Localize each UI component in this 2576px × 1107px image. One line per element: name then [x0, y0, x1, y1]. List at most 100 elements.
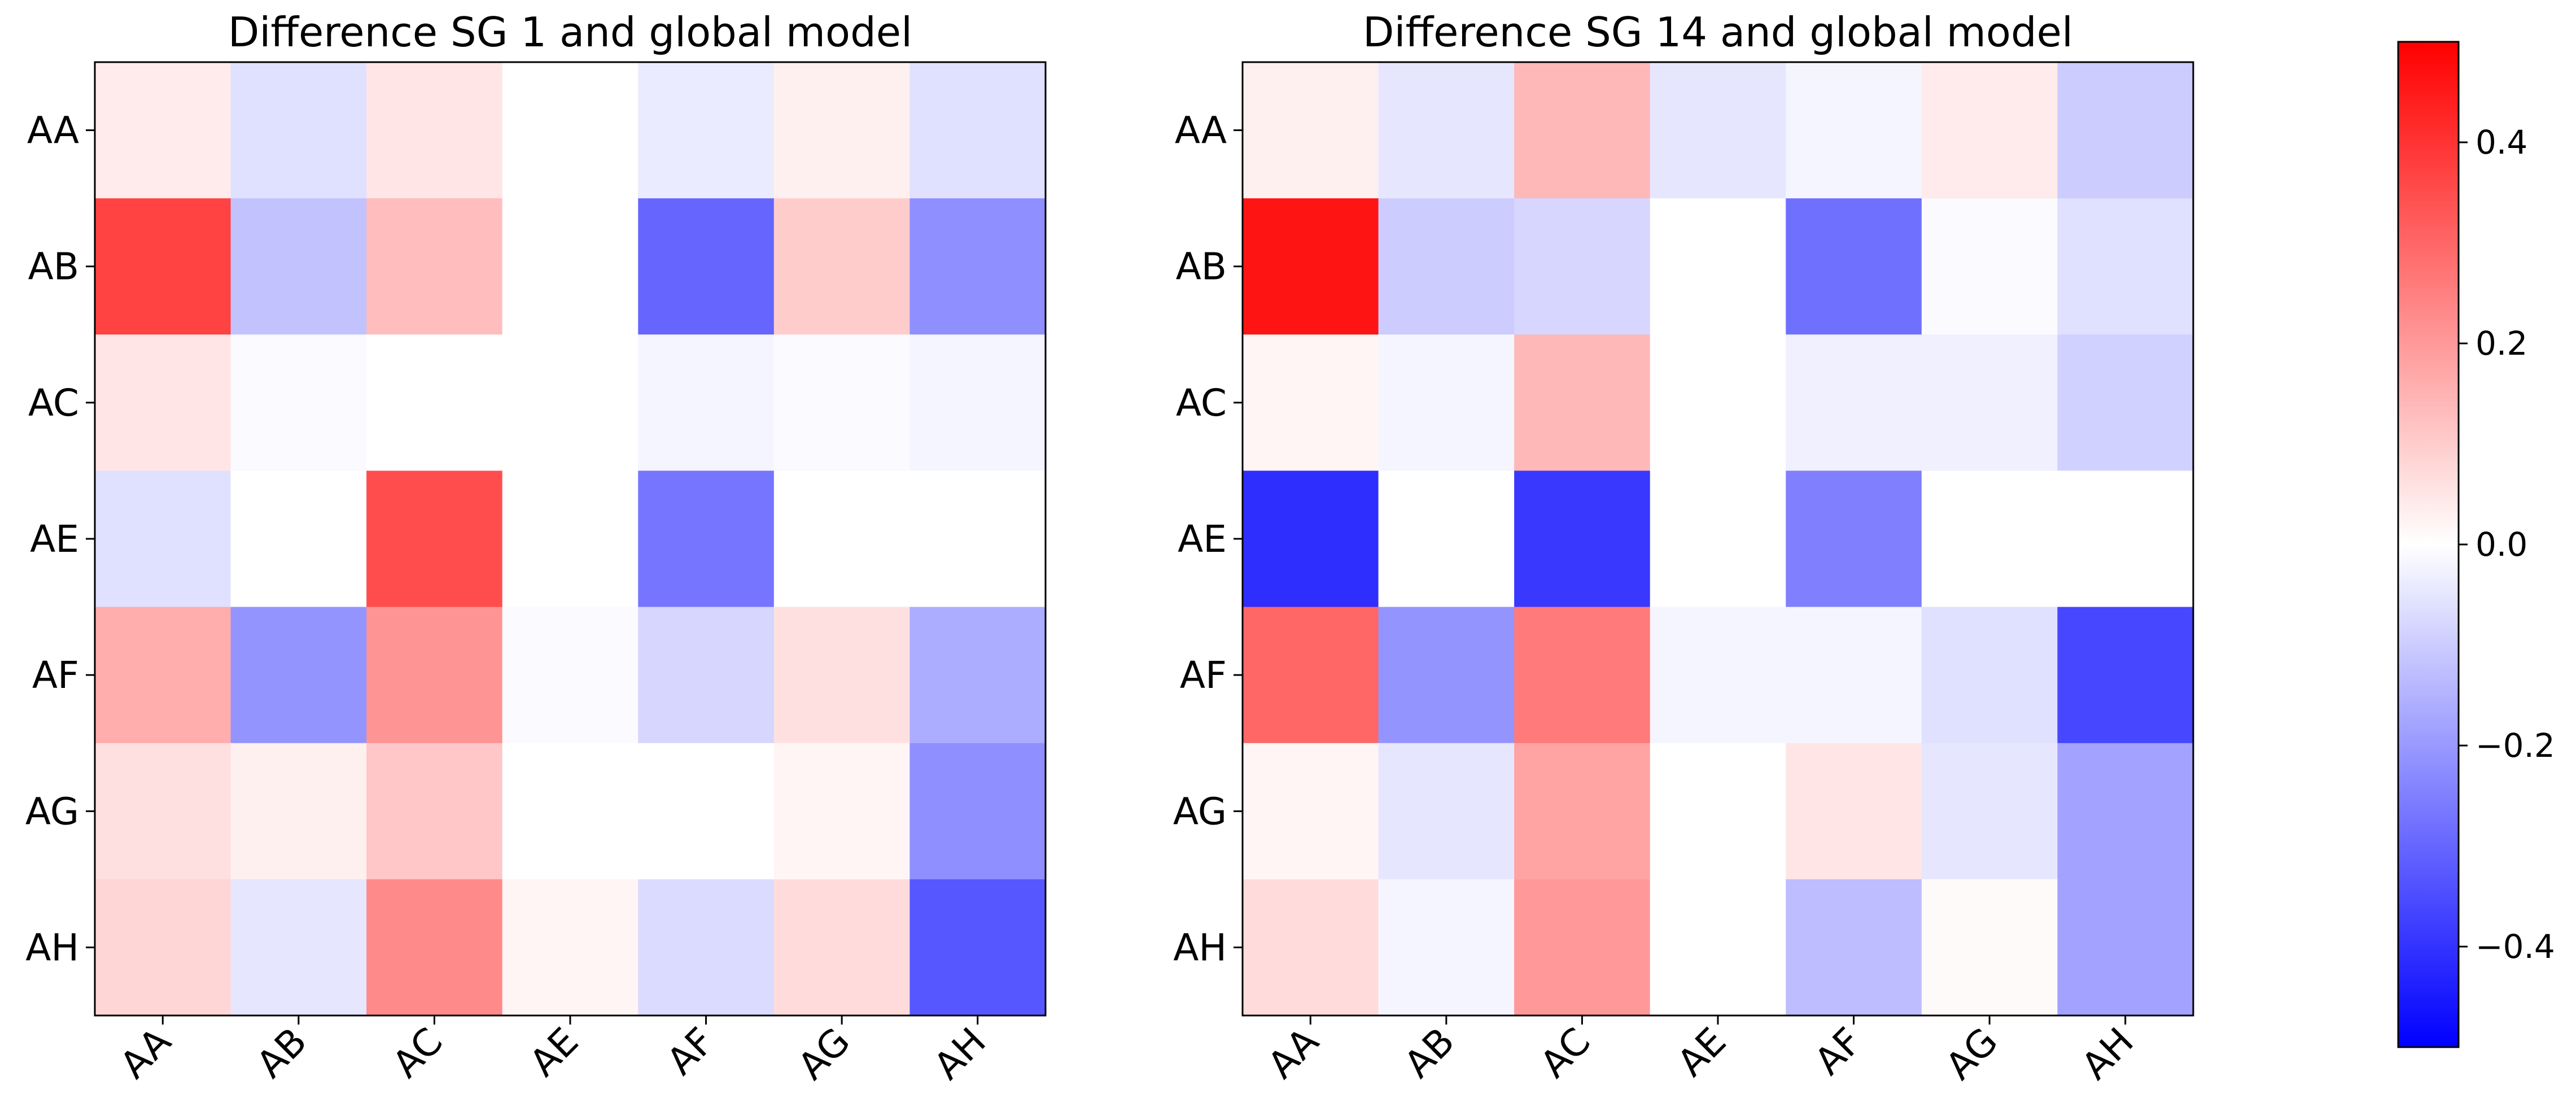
- colorbar-tick-label: 0.2: [2476, 324, 2527, 363]
- heatmap-cell: [1786, 198, 1922, 335]
- heatmap-cell: [95, 743, 231, 880]
- heatmap-cell: [95, 879, 231, 1016]
- x-tick-label: AE: [1669, 1019, 1734, 1085]
- y-tick-label: AB: [1176, 245, 1227, 289]
- heatmap-cell: [638, 607, 775, 744]
- heatmap-cell: [638, 334, 775, 472]
- heatmap-cell: [1786, 62, 1922, 199]
- heatmap-cell: [230, 62, 367, 199]
- heatmap-cell: [502, 198, 638, 335]
- colorbar-frame: [2397, 41, 2460, 1048]
- heatmap-cell: [95, 62, 231, 199]
- heatmap-cell: [1650, 470, 1786, 608]
- heatmap-cell: [502, 607, 638, 744]
- heatmap-cell: [2057, 743, 2194, 880]
- heatmap-cell: [1650, 607, 1786, 744]
- x-tick-label: AG: [1938, 1019, 2006, 1088]
- heatmap-cell: [1243, 879, 1379, 1016]
- heatmap-cell: [1786, 607, 1922, 744]
- heatmap-cell: [909, 470, 1046, 608]
- heatmap-cell: [2057, 470, 2194, 608]
- heatmap-cell: [773, 743, 911, 880]
- x-tick-label: AF: [659, 1019, 723, 1083]
- heatmap-cell: [366, 607, 503, 744]
- y-tick-label: AC: [28, 381, 79, 425]
- heatmap-cell: [909, 198, 1046, 335]
- heatmap-cell: [1378, 470, 1515, 608]
- heatmap-cell: [909, 334, 1046, 472]
- y-tick-label: AG: [25, 790, 79, 833]
- heatmap-cell: [1514, 607, 1651, 744]
- heatmap-cell: [1650, 62, 1786, 199]
- y-tick-label: AF: [1180, 653, 1227, 697]
- colorbar-tick-label: −0.4: [2476, 927, 2555, 966]
- heatmap-cell: [366, 879, 503, 1016]
- heatmap-cell: [638, 198, 775, 335]
- y-tick-label: AA: [1175, 109, 1227, 152]
- heatmap-cell: [638, 743, 775, 880]
- heatmap-cell: [1786, 334, 1922, 472]
- heatmap-cell: [2057, 334, 2194, 472]
- heatmap-cell: [366, 198, 503, 335]
- x-tick-label: AH: [2074, 1019, 2142, 1088]
- x-tick-label: AE: [521, 1019, 587, 1085]
- y-tick-label: AG: [1173, 790, 1227, 833]
- colorbar-gradient: [2398, 42, 2459, 1047]
- x-tick-label: AB: [248, 1019, 315, 1086]
- heatmap-cell: [230, 334, 367, 472]
- heatmap-cell: [1514, 334, 1651, 472]
- heatmap-cell: [1921, 470, 2058, 608]
- heatmap-cell: [638, 470, 775, 608]
- plot-frame: [94, 61, 1047, 1017]
- heatmap-cell: [909, 879, 1046, 1016]
- heatmap-cell: [1243, 607, 1379, 744]
- heatmap-cell: [1786, 470, 1922, 608]
- heatmap-cell: [1921, 879, 2058, 1016]
- heatmap-cell: [2057, 62, 2194, 199]
- x-tick-label: AA: [112, 1019, 180, 1087]
- heatmap-cell: [638, 62, 775, 199]
- heatmap-cell: [230, 198, 367, 335]
- heatmap-cell: [1378, 879, 1515, 1016]
- y-tick-label: AH: [25, 926, 79, 969]
- colorbar: 0.4 0.2 0.0 −0.2 −0.4: [2397, 41, 2555, 1048]
- heatmap-cell: [1786, 743, 1922, 880]
- x-tick-label: AF: [1807, 1019, 1870, 1083]
- heatmap-cell: [230, 470, 367, 608]
- heatmap-cell: [95, 470, 231, 608]
- heatmap-cell: [2057, 607, 2194, 744]
- heatmap-cell: [1378, 334, 1515, 472]
- heatmap-cell: [230, 607, 367, 744]
- heatmap-cell: [502, 470, 638, 608]
- heatmap-cell: [773, 334, 911, 472]
- heatmap-cell: [502, 879, 638, 1016]
- plot-frame: [1241, 61, 2194, 1017]
- heatmap-cell: [1378, 743, 1515, 880]
- x-tick-label: AA: [1259, 1019, 1327, 1087]
- heatmap-cell: [1378, 62, 1515, 199]
- heatmap-cell: [1921, 62, 2058, 199]
- heatmap-cell: [230, 879, 367, 1016]
- y-tick-label: AB: [28, 245, 79, 289]
- heatmap-cell: [1921, 607, 2058, 744]
- heatmap-cell: [638, 879, 775, 1016]
- heatmap-cell: [1650, 743, 1786, 880]
- heatmap-cell: [95, 198, 231, 335]
- heatmap-cell: [1378, 198, 1515, 335]
- heatmap-cell: [502, 62, 638, 199]
- x-tick-label: AC: [1532, 1019, 1599, 1086]
- heatmap-cell: [1514, 743, 1651, 880]
- y-tick-label: AA: [27, 109, 79, 152]
- heatmap-cell: [1921, 198, 2058, 335]
- heatmap-cell: [2057, 879, 2194, 1016]
- heatmap-cell: [1378, 607, 1515, 744]
- heatmap-cell: [1921, 743, 2058, 880]
- heatmap-cell: [909, 62, 1046, 199]
- heatmap-cell: [1514, 879, 1651, 1016]
- colorbar-tick-label: 0.0: [2476, 525, 2527, 564]
- heatmap-cell: [773, 470, 911, 608]
- heatmap-cell: [773, 62, 911, 199]
- y-tick-label: AE: [1178, 517, 1227, 561]
- heatmap-cell: [1786, 879, 1922, 1016]
